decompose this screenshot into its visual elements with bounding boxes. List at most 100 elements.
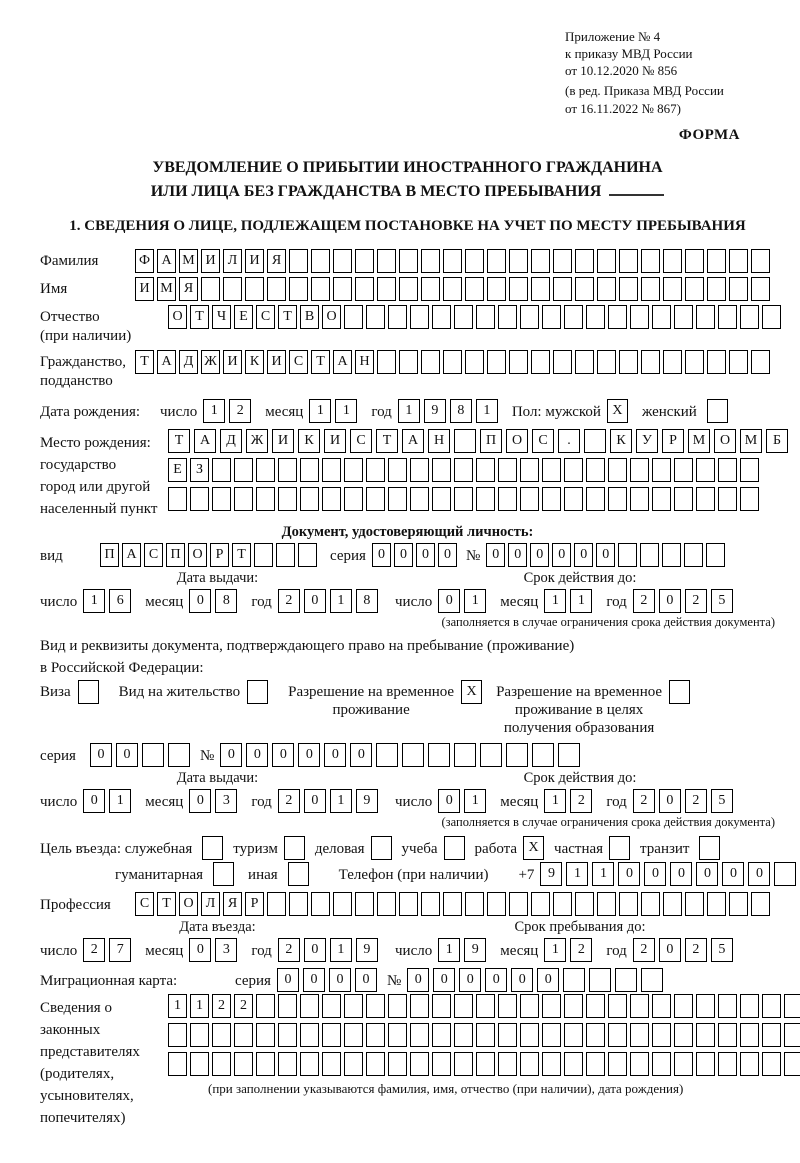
char-cell[interactable]: [355, 276, 374, 301]
char-cell[interactable]: [751, 349, 770, 374]
char-cell[interactable]: [254, 542, 273, 567]
char-cell[interactable]: 0: [189, 937, 212, 962]
purpose-other-checkbox[interactable]: [287, 861, 309, 886]
char-cell[interactable]: [366, 457, 385, 482]
char-cell[interactable]: [685, 891, 704, 916]
char-cell[interactable]: Ж: [246, 428, 268, 453]
char-cell[interactable]: [729, 891, 748, 916]
char-cell[interactable]: [619, 276, 638, 301]
visa-checkbox[interactable]: [77, 679, 99, 704]
char-cell[interactable]: [278, 1051, 297, 1076]
char-cell[interactable]: 0: [459, 967, 482, 992]
purpose-study-checkbox[interactable]: [443, 835, 465, 860]
char-cell[interactable]: [454, 993, 473, 1018]
char-cell[interactable]: 0: [393, 542, 413, 567]
char-cell[interactable]: [762, 1051, 781, 1076]
char-cell[interactable]: [729, 248, 748, 273]
char-cell[interactable]: [289, 891, 308, 916]
char-cell[interactable]: О: [179, 891, 198, 916]
char-cell[interactable]: [707, 891, 726, 916]
char-cell[interactable]: [322, 457, 341, 482]
char-cell[interactable]: 0: [530, 542, 550, 567]
char-cell[interactable]: [558, 742, 581, 767]
char-cell[interactable]: [597, 349, 616, 374]
char-cell[interactable]: [542, 457, 561, 482]
char-cell[interactable]: 2: [277, 788, 300, 813]
char-cell[interactable]: Я: [267, 248, 286, 273]
char-cell[interactable]: [553, 349, 572, 374]
char-cell[interactable]: [564, 1022, 583, 1047]
char-cell[interactable]: [674, 1022, 693, 1047]
char-cell[interactable]: И: [272, 428, 294, 453]
char-cell[interactable]: [388, 993, 407, 1018]
char-cell[interactable]: [366, 304, 385, 329]
char-cell[interactable]: [542, 486, 561, 511]
char-cell[interactable]: [498, 457, 517, 482]
char-cell[interactable]: Т: [157, 891, 176, 916]
char-cell[interactable]: [399, 891, 418, 916]
char-cell[interactable]: Т: [278, 304, 297, 329]
char-cell[interactable]: Ф: [135, 248, 154, 273]
char-cell[interactable]: [662, 542, 682, 567]
char-cell[interactable]: 1: [570, 588, 593, 613]
char-cell[interactable]: [432, 486, 451, 511]
char-cell[interactable]: 0: [220, 742, 243, 767]
char-cell[interactable]: [402, 742, 425, 767]
char-cell[interactable]: [256, 993, 275, 1018]
char-cell[interactable]: [740, 1022, 759, 1047]
char-cell[interactable]: [476, 993, 495, 1018]
char-cell[interactable]: [234, 486, 253, 511]
char-cell[interactable]: [432, 1051, 451, 1076]
char-cell[interactable]: М: [179, 248, 198, 273]
char-cell[interactable]: И: [135, 276, 154, 301]
char-cell[interactable]: 1: [566, 861, 589, 886]
purpose-tourism-checkbox[interactable]: [283, 835, 305, 860]
char-cell[interactable]: [509, 276, 528, 301]
char-cell[interactable]: Е: [234, 304, 253, 329]
char-cell[interactable]: [278, 993, 297, 1018]
char-cell[interactable]: [575, 891, 594, 916]
purpose-business-checkbox[interactable]: [370, 835, 392, 860]
char-cell[interactable]: [597, 248, 616, 273]
char-cell[interactable]: [684, 542, 704, 567]
char-cell[interactable]: [410, 1051, 429, 1076]
char-cell[interactable]: [696, 993, 715, 1018]
char-cell[interactable]: 0: [438, 788, 461, 813]
char-cell[interactable]: И: [245, 248, 264, 273]
char-cell[interactable]: [399, 276, 418, 301]
char-cell[interactable]: [410, 486, 429, 511]
char-cell[interactable]: 1: [190, 993, 209, 1018]
char-cell[interactable]: [575, 276, 594, 301]
char-cell[interactable]: [589, 967, 612, 992]
char-cell[interactable]: [298, 542, 317, 567]
char-cell[interactable]: [630, 1051, 649, 1076]
char-cell[interactable]: [432, 457, 451, 482]
char-cell[interactable]: [751, 276, 770, 301]
char-cell[interactable]: [740, 993, 759, 1018]
char-cell[interactable]: 2: [684, 788, 707, 813]
char-cell[interactable]: [685, 349, 704, 374]
char-cell[interactable]: [300, 486, 319, 511]
char-cell[interactable]: [630, 486, 649, 511]
char-cell[interactable]: [276, 542, 295, 567]
char-cell[interactable]: Е: [168, 457, 187, 482]
char-cell[interactable]: [498, 993, 517, 1018]
char-cell[interactable]: [707, 349, 726, 374]
char-cell[interactable]: [476, 457, 495, 482]
char-cell[interactable]: [245, 276, 264, 301]
char-cell[interactable]: О: [506, 428, 528, 453]
char-cell[interactable]: С: [144, 542, 163, 567]
char-cell[interactable]: [696, 1022, 715, 1047]
char-cell[interactable]: Д: [220, 428, 242, 453]
char-cell[interactable]: [586, 486, 605, 511]
